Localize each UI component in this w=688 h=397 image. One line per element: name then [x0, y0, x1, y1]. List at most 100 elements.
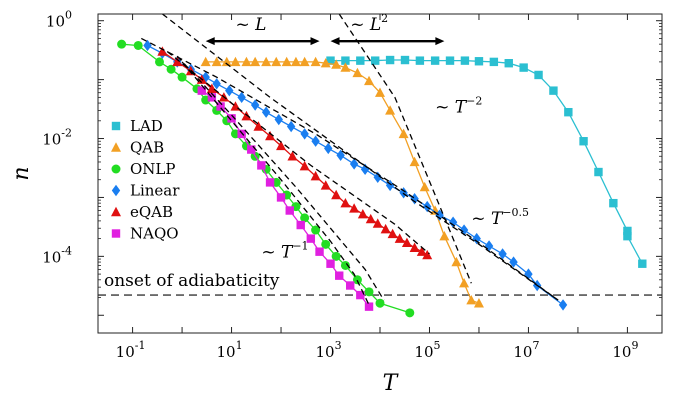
- point-qab-17: [375, 87, 385, 97]
- point-linear-19: [385, 179, 395, 192]
- chart-marks: [98, 14, 662, 318]
- point-qab-1: [211, 56, 222, 67]
- point-eqab-12: [299, 160, 310, 171]
- x-tick-label-2: 103: [315, 339, 341, 361]
- point-qab-18: [385, 105, 396, 115]
- point-eqab-11: [287, 151, 298, 161]
- point-naqo-9: [285, 206, 294, 215]
- point-naqo-14: [335, 271, 344, 280]
- point-naqo-16: [356, 290, 365, 300]
- point-qab-2: [221, 56, 232, 67]
- point-linear-4: [201, 71, 210, 83]
- point-qab-15: [352, 67, 363, 78]
- point-eqab-23: [394, 233, 405, 243]
- point-naqo-12: [315, 247, 324, 256]
- point-lad-5: [400, 55, 410, 65]
- point-qab-25: [459, 278, 470, 288]
- point-eqab-14: [320, 180, 331, 190]
- point-eqab-25: [409, 242, 420, 252]
- point-linear-5: [212, 78, 221, 90]
- onset-label: onset of adiabaticity: [104, 271, 280, 291]
- point-eqab-13: [310, 170, 321, 181]
- point-linear-12: [300, 128, 309, 140]
- point-lad-18: [594, 167, 603, 177]
- series-line-linear: [147, 44, 564, 306]
- point-linear-13: [311, 135, 320, 147]
- point-qab-13: [331, 59, 342, 69]
- point-eqab-21: [380, 223, 391, 234]
- point-linear-14: [324, 142, 333, 155]
- chart-legend: LAD QAB ONLP Linear eQAB NAQO: [111, 117, 180, 243]
- point-eqab-0: [157, 46, 168, 56]
- point-qab-3: [230, 56, 241, 67]
- arrow-L-head-right: [310, 37, 320, 46]
- point-linear-7: [237, 91, 246, 104]
- point-lad-8: [445, 56, 455, 65]
- legend-marker-qab: [111, 142, 121, 152]
- point-lad-16: [564, 107, 573, 117]
- point-lad-12: [504, 59, 513, 68]
- point-qab-20: [409, 156, 420, 167]
- point-eqab-27: [422, 249, 433, 260]
- guide-line-0: [162, 14, 559, 301]
- point-qab-23: [439, 230, 450, 241]
- x-tick-label-0: 10-1: [116, 339, 146, 361]
- point-linear-11: [286, 120, 296, 133]
- point-onlp-0: [117, 39, 127, 49]
- point-qab-27: [473, 298, 484, 308]
- point-linear-26: [472, 232, 481, 245]
- point-linear-10: [274, 113, 283, 126]
- point-onlp-19: [331, 251, 341, 261]
- point-linear-8: [250, 99, 260, 111]
- point-naqo-2: [216, 102, 225, 111]
- legend-label-eqab: eQAB: [130, 203, 173, 221]
- point-lad-21: [623, 231, 632, 241]
- point-linear-24: [448, 216, 458, 228]
- annotation-T-minus2: ~ T−2: [435, 94, 482, 117]
- point-onlp-18: [321, 239, 331, 249]
- guide-line-5: [338, 14, 472, 284]
- point-naqo-15: [346, 281, 355, 290]
- point-linear-21: [410, 193, 419, 205]
- point-linear-0: [143, 39, 152, 52]
- point-eqab-22: [387, 228, 398, 239]
- point-qab-0: [200, 56, 211, 67]
- point-eqab-17: [349, 203, 360, 213]
- point-qab-8: [281, 56, 292, 67]
- point-linear-28: [498, 248, 507, 260]
- point-eqab-26: [416, 246, 427, 256]
- point-linear-16: [349, 158, 359, 170]
- legend-marker-eqab: [111, 206, 121, 217]
- point-qab-26: [466, 295, 477, 305]
- point-eqab-24: [401, 237, 412, 247]
- point-qab-7: [271, 56, 282, 67]
- point-lad-14: [534, 70, 543, 80]
- x-tick-label-4: 107: [513, 339, 539, 361]
- point-eqab-7: [241, 110, 252, 121]
- point-lad-9: [460, 56, 470, 65]
- chart-axes: 10-1 101 103 105 107 109 100 10-2 10-4 Tn: [9, 9, 663, 396]
- point-naqo-7: [265, 178, 275, 187]
- legend-label-onlp: ONLP: [130, 160, 175, 178]
- point-naqo-6: [257, 161, 266, 170]
- point-qab-9: [290, 56, 301, 67]
- point-eqab-8: [253, 121, 264, 131]
- point-lad-6: [415, 56, 425, 65]
- point-naqo-17: [364, 302, 374, 311]
- point-qab-6: [261, 56, 272, 67]
- point-naqo-8: [276, 193, 286, 202]
- point-qab-14: [340, 62, 351, 72]
- point-linear-29: [509, 256, 518, 268]
- point-eqab-4: [206, 83, 217, 93]
- point-eqab-15: [331, 189, 342, 200]
- point-lad-13: [519, 63, 528, 72]
- point-linear-9: [261, 106, 271, 118]
- point-onlp-3: [166, 64, 176, 74]
- point-onlp-17: [311, 225, 321, 235]
- point-eqab-16: [340, 197, 351, 208]
- point-linear-32: [558, 299, 568, 311]
- point-eqab-19: [365, 213, 376, 224]
- point-eqab-1: [172, 56, 183, 67]
- y-axis-label: n: [9, 166, 34, 180]
